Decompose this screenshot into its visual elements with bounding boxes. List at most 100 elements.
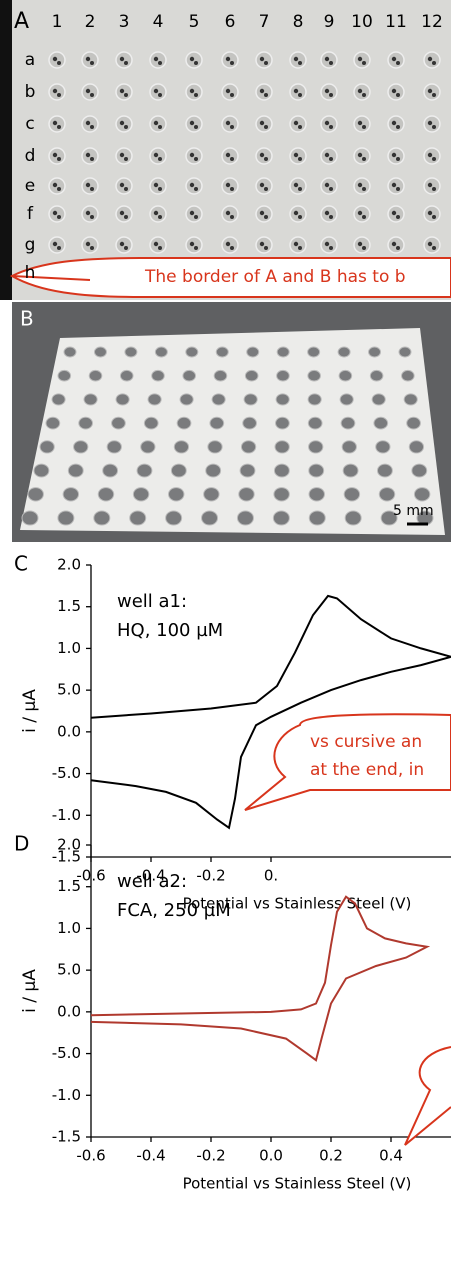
cv-line: [91, 897, 427, 1060]
drop: [86, 242, 90, 246]
drop: [329, 187, 333, 191]
x-tick-label: -0.2: [196, 1147, 225, 1165]
drop: [53, 242, 57, 246]
well: [116, 116, 132, 132]
drop: [230, 246, 234, 250]
y-tick-label: 5.0: [57, 681, 81, 699]
drop: [194, 246, 198, 250]
well: [424, 52, 440, 68]
drop: [298, 125, 302, 129]
well: [340, 394, 353, 405]
well: [354, 237, 370, 253]
drop: [329, 93, 333, 97]
well: [82, 178, 98, 194]
well: [321, 178, 337, 194]
well: [290, 52, 306, 68]
charts: C2.01.51.05.00.0-5.0-1.0-1.5-0.6-0.4-0.2…: [14, 552, 451, 1193]
drop: [230, 187, 234, 191]
drop: [298, 93, 302, 97]
y-tick-label: -1.5: [52, 1128, 81, 1146]
drop: [325, 89, 329, 93]
drop: [260, 121, 264, 125]
drop: [190, 89, 194, 93]
drop: [124, 246, 128, 250]
well: [290, 116, 306, 132]
drop: [57, 215, 61, 219]
well: [133, 488, 148, 501]
y-tick-label: 5.0: [57, 961, 81, 979]
well: [424, 206, 440, 222]
column-label: 3: [119, 12, 130, 32]
well: [379, 488, 394, 501]
well: [388, 237, 404, 253]
drop: [358, 211, 362, 215]
well: [212, 394, 225, 405]
drop: [120, 153, 124, 157]
drop: [90, 93, 94, 97]
panel-label: A: [14, 9, 29, 34]
well: [404, 394, 417, 405]
x-tick-label: 0.: [264, 867, 278, 885]
drop: [264, 187, 268, 191]
well: [216, 347, 228, 357]
well: [222, 84, 238, 100]
drop: [124, 125, 128, 129]
well: [339, 370, 352, 381]
row-label: h: [25, 263, 36, 283]
drop: [428, 153, 432, 157]
drop: [226, 211, 230, 215]
drop: [154, 89, 158, 93]
drop: [396, 187, 400, 191]
drop: [53, 211, 57, 215]
well: [84, 394, 97, 405]
well: [180, 394, 193, 405]
y-tick-label: 1.0: [57, 639, 81, 657]
well: [58, 370, 71, 381]
well: [107, 441, 121, 453]
drop: [53, 183, 57, 187]
drop: [362, 187, 366, 191]
well: [424, 84, 440, 100]
drop: [329, 61, 333, 65]
well: [186, 178, 202, 194]
well: [345, 511, 361, 525]
well: [274, 464, 289, 477]
well: [46, 417, 60, 429]
drop: [260, 153, 264, 157]
well: [222, 148, 238, 164]
drop: [396, 215, 400, 219]
well: [204, 488, 219, 501]
x-tick-label: -0.2: [196, 867, 225, 885]
drop: [194, 125, 198, 129]
scale-bar-label: 5 mm: [393, 503, 434, 519]
well: [354, 206, 370, 222]
drop: [392, 183, 396, 187]
drop: [86, 183, 90, 187]
drop: [120, 183, 124, 187]
well: [34, 464, 49, 477]
drop: [57, 93, 61, 97]
well: [290, 237, 306, 253]
well: [112, 417, 126, 429]
well: [186, 237, 202, 253]
column-label: 6: [225, 12, 236, 32]
well: [369, 347, 381, 357]
x-tick-label: -0.4: [136, 1147, 165, 1165]
drop: [260, 183, 264, 187]
drop: [428, 121, 432, 125]
drop: [294, 242, 298, 246]
well: [256, 52, 272, 68]
column-label: 4: [153, 12, 164, 32]
well: [256, 178, 272, 194]
column-label: 10: [351, 12, 373, 32]
drop: [432, 187, 436, 191]
well: [276, 394, 289, 405]
drop: [264, 157, 268, 161]
well: [256, 206, 272, 222]
drop: [124, 61, 128, 65]
drop: [194, 93, 198, 97]
well: [49, 237, 65, 253]
drop: [294, 153, 298, 157]
well: [177, 417, 191, 429]
well: [130, 511, 146, 525]
